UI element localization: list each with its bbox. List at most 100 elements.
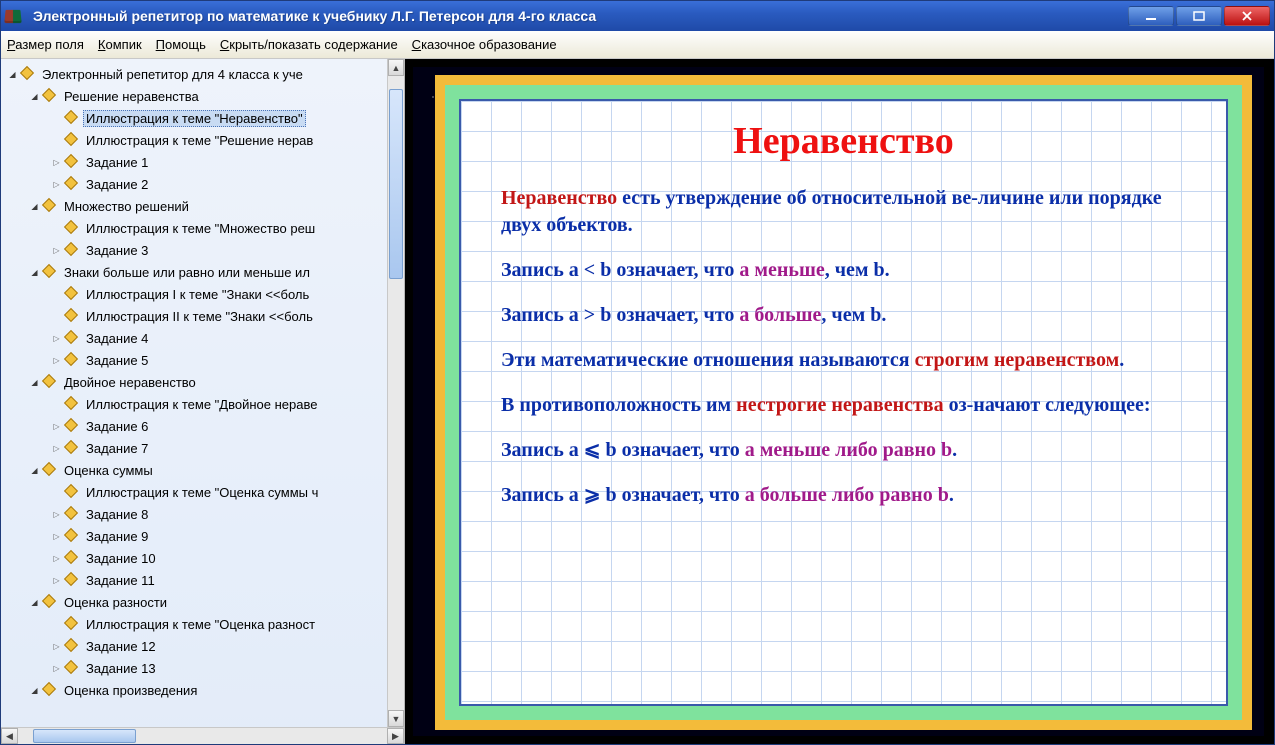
- tree-item[interactable]: ▷Задание 13: [7, 657, 387, 679]
- expand-icon[interactable]: ▷: [51, 553, 62, 564]
- tree-item-label: Задание 4: [83, 330, 151, 347]
- collapse-icon[interactable]: ◢: [29, 465, 40, 476]
- book-icon: [65, 243, 79, 257]
- content-frame-inner: Неравенство Неравенство есть утверждение…: [445, 85, 1242, 720]
- tree-item[interactable]: ▷Задание 8: [7, 503, 387, 525]
- expand-icon[interactable]: ▷: [51, 157, 62, 168]
- tree-item[interactable]: ◢Решение неравенства: [7, 85, 387, 107]
- tree-item[interactable]: ◢Оценка суммы: [7, 459, 387, 481]
- minimize-button[interactable]: [1128, 6, 1174, 26]
- expand-icon[interactable]: ▷: [51, 245, 62, 256]
- collapse-icon[interactable]: ◢: [29, 685, 40, 696]
- tree-item-label: Задание 11: [83, 572, 158, 589]
- expand-icon[interactable]: ▷: [51, 443, 62, 454]
- tree-item[interactable]: Иллюстрация I к теме "Знаки <<боль: [7, 283, 387, 305]
- no-expand-icon: [51, 311, 62, 322]
- book-icon: [65, 573, 79, 587]
- menu-field-size[interactable]: Размер поля: [7, 37, 84, 52]
- collapse-icon[interactable]: ◢: [29, 201, 40, 212]
- collapse-icon[interactable]: ◢: [29, 91, 40, 102]
- menu-edu[interactable]: Сказочное образование: [412, 37, 557, 52]
- tree-item[interactable]: ▷ Задание 4: [7, 327, 387, 349]
- window-title: Электронный репетитор по математике к уч…: [33, 8, 1128, 24]
- tree-item[interactable]: Иллюстрация к теме "Двойное нераве: [7, 393, 387, 415]
- tree-item[interactable]: ◢Знаки больше или равно или меньше ил: [7, 261, 387, 283]
- close-button[interactable]: [1224, 6, 1270, 26]
- book-icon: [65, 397, 79, 411]
- tree-item[interactable]: ▷ Задание 10: [7, 547, 387, 569]
- menu-toggle-content[interactable]: Скрыть/показать содержание: [220, 37, 398, 52]
- collapse-icon[interactable]: ◢: [7, 69, 18, 80]
- content-frame-outer: Неравенство Неравенство есть утверждение…: [435, 75, 1252, 730]
- scroll-down-icon[interactable]: ▼: [388, 710, 404, 727]
- book-icon: [65, 507, 79, 521]
- tree-item[interactable]: ◢ Оценка разности: [7, 591, 387, 613]
- expand-icon[interactable]: ▷: [51, 531, 62, 542]
- tree-view[interactable]: ◢Электронный репетитор для 4 класса к уч…: [1, 59, 387, 727]
- expand-icon[interactable]: ▷: [51, 509, 62, 520]
- tree-item[interactable]: ▷ Задание 12: [7, 635, 387, 657]
- tree-item-label: Задание 7: [83, 440, 151, 457]
- collapse-icon[interactable]: ◢: [29, 267, 40, 278]
- collapse-icon[interactable]: ◢: [29, 377, 40, 388]
- maximize-button[interactable]: [1176, 6, 1222, 26]
- expand-icon[interactable]: ▷: [51, 333, 62, 344]
- no-expand-icon: [51, 619, 62, 630]
- tree-item-label: Задание 12: [83, 638, 159, 655]
- tree-item-label: Задание 9: [83, 528, 151, 545]
- tree-hscrollbar[interactable]: ◀ ▶: [1, 727, 404, 744]
- tree-vscrollbar[interactable]: ▲ ▼: [387, 59, 404, 727]
- content-paragraph: Запись a < b означает, что a меньше, чем…: [501, 257, 1186, 284]
- tree-item[interactable]: ◢Двойное неравенство: [7, 371, 387, 393]
- tree-item-label: Задание 6: [83, 418, 151, 435]
- tree-item-label: Оценка произведения: [61, 682, 200, 699]
- tree-item-label: Иллюстрация к теме "Двойное нераве: [83, 396, 320, 413]
- tree-item[interactable]: Иллюстрация к теме "Оценка суммы ч: [7, 481, 387, 503]
- tree-item-label: Задание 10: [83, 550, 159, 567]
- scroll-right-icon[interactable]: ▶: [387, 728, 404, 744]
- tree-item[interactable]: ▷ Задание 11: [7, 569, 387, 591]
- tree-item[interactable]: ◢Электронный репетитор для 4 класса к уч…: [7, 63, 387, 85]
- menu-kompik[interactable]: Компик: [98, 37, 142, 52]
- scroll-left-icon[interactable]: ◀: [1, 728, 18, 744]
- tree-item[interactable]: ▷ Задание 9: [7, 525, 387, 547]
- no-expand-icon: [51, 487, 62, 498]
- expand-icon[interactable]: ▷: [51, 641, 62, 652]
- content-paragraph: Неравенство есть утверждение об относите…: [501, 185, 1186, 239]
- menu-help[interactable]: Помощь: [156, 37, 206, 52]
- tree-item[interactable]: ▷Задание 2: [7, 173, 387, 195]
- tree-item-label: Задание 5: [83, 352, 151, 369]
- content-title: Неравенство: [501, 119, 1186, 163]
- tree-item[interactable]: ▷ Задание 5: [7, 349, 387, 371]
- tree-item[interactable]: ▷ Задание 6: [7, 415, 387, 437]
- content-paragraph: Эти математические отношения называются …: [501, 347, 1186, 374]
- tree-item[interactable]: Иллюстрация к теме "Оценка разност: [7, 613, 387, 635]
- tree-item[interactable]: ◢ Оценка произведения: [7, 679, 387, 701]
- expand-icon[interactable]: ▷: [51, 179, 62, 190]
- tree-item[interactable]: ◢ Множество решений: [7, 195, 387, 217]
- tree-item-label: Иллюстрация к теме "Решение нерав: [83, 132, 316, 149]
- book-icon: [65, 419, 79, 433]
- expand-icon[interactable]: ▷: [51, 575, 62, 586]
- tree-item[interactable]: ▷Задание 3: [7, 239, 387, 261]
- expand-icon[interactable]: ▷: [51, 355, 62, 366]
- book-icon: [43, 89, 57, 103]
- tree-item[interactable]: ▷ Задание 7: [7, 437, 387, 459]
- expand-icon[interactable]: ▷: [51, 663, 62, 674]
- book-icon: [65, 353, 79, 367]
- no-expand-icon: [51, 135, 62, 146]
- tree-item[interactable]: Иллюстрация к теме "Неравенство": [7, 107, 387, 129]
- hscroll-thumb[interactable]: [33, 729, 136, 743]
- tree-item-label: Множество решений: [61, 198, 192, 215]
- scroll-up-icon[interactable]: ▲: [388, 59, 404, 76]
- expand-icon[interactable]: ▷: [51, 421, 62, 432]
- tree-item[interactable]: Иллюстрация II к теме "Знаки <<боль: [7, 305, 387, 327]
- tree-item[interactable]: Иллюстрация к теме "Решение нерав: [7, 129, 387, 151]
- tree-item[interactable]: Иллюстрация к теме "Множество реш: [7, 217, 387, 239]
- book-icon: [65, 177, 79, 191]
- tree-item-label: Оценка разности: [61, 594, 170, 611]
- content-paragraph: Запись a ⩾ b означает, что a больше либо…: [501, 482, 1186, 509]
- vscroll-thumb[interactable]: [389, 89, 403, 279]
- collapse-icon[interactable]: ◢: [29, 597, 40, 608]
- tree-item[interactable]: ▷Задание 1: [7, 151, 387, 173]
